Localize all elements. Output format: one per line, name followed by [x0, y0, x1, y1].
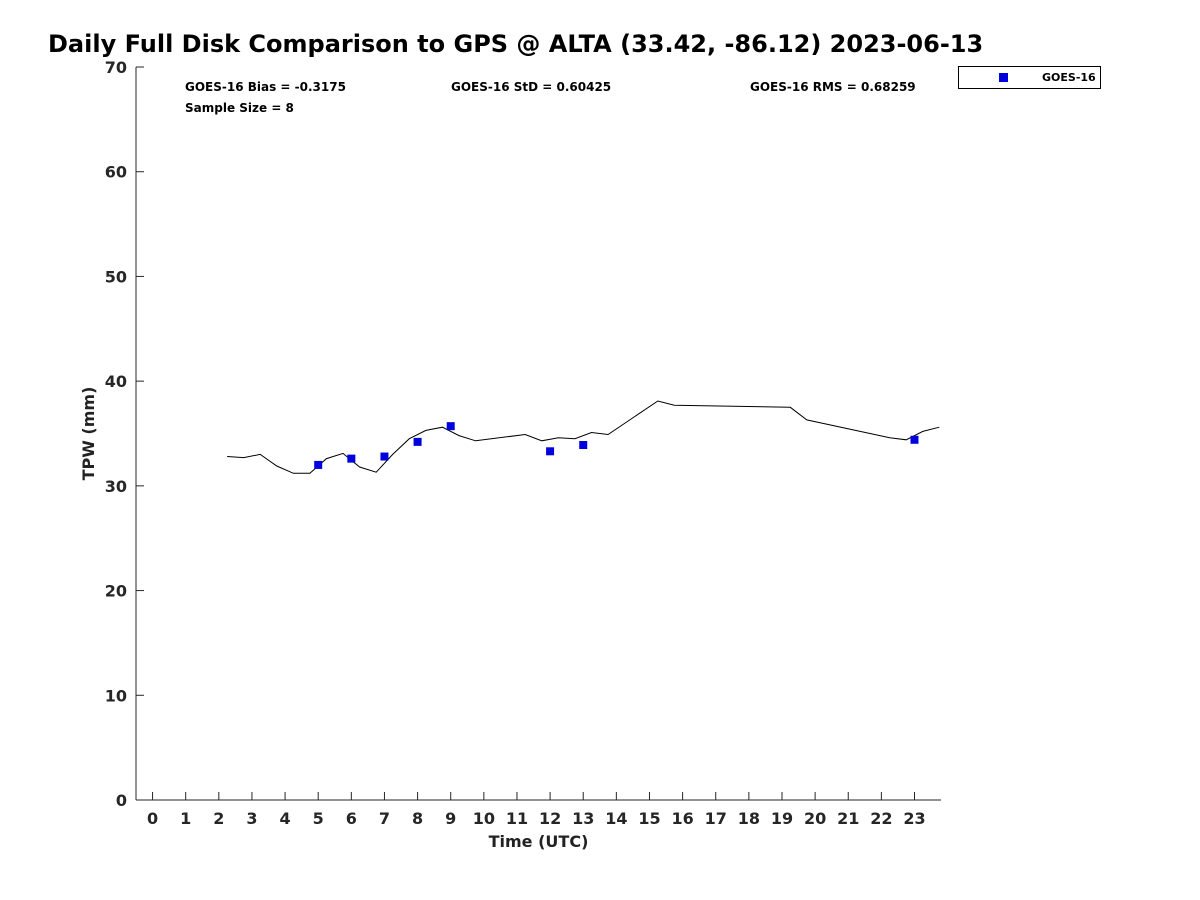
x-tick-label: 17 — [705, 809, 727, 828]
x-tick-label: 18 — [738, 809, 760, 828]
goes16-point — [910, 435, 919, 444]
x-tick-label: 20 — [804, 809, 826, 828]
x-tick-label: 23 — [903, 809, 925, 828]
bias-stat: GOES-16 Bias = -0.3175 — [185, 80, 346, 94]
x-tick-label: 22 — [870, 809, 892, 828]
y-axis-label: TPW (mm) — [79, 387, 98, 481]
x-tick-label: 13 — [572, 809, 594, 828]
x-axis-label: Time (UTC) — [489, 832, 589, 851]
chart-title: Daily Full Disk Comparison to GPS @ ALTA… — [48, 30, 984, 58]
x-tick-label: 12 — [539, 809, 561, 828]
x-tick-label: 21 — [837, 809, 859, 828]
x-tick-label: 7 — [379, 809, 390, 828]
x-tick-label: 15 — [638, 809, 660, 828]
legend: GOES-16 — [958, 66, 1101, 89]
x-tick-label: 2 — [213, 809, 224, 828]
rms-stat: GOES-16 RMS = 0.68259 — [750, 80, 916, 94]
x-tick-label: 1 — [180, 809, 191, 828]
legend-label-goes16: GOES-16 — [1042, 71, 1096, 84]
y-tick-label: 10 — [105, 686, 127, 705]
goes16-point — [446, 422, 455, 431]
x-tick-label: 19 — [771, 809, 793, 828]
sample-size-stat: Sample Size = 8 — [185, 101, 294, 115]
x-tick-label: 16 — [671, 809, 693, 828]
std-stat: GOES-16 StD = 0.60425 — [451, 80, 612, 94]
y-tick-label: 0 — [116, 791, 127, 810]
goes16-point — [579, 441, 588, 450]
gps-tpw-line — [227, 400, 940, 474]
x-tick-label: 10 — [473, 809, 495, 828]
goes16-point — [314, 460, 323, 469]
goes16-point — [546, 447, 555, 456]
x-tick-label: 4 — [280, 809, 291, 828]
x-tick-label: 6 — [346, 809, 357, 828]
x-tick-label: 5 — [313, 809, 324, 828]
x-tick-label: 0 — [147, 809, 158, 828]
x-tick-label: 11 — [506, 809, 528, 828]
goes16-point — [413, 437, 422, 446]
x-tick-label: 14 — [605, 809, 627, 828]
x-tick-label: 3 — [246, 809, 257, 828]
x-tick-label: 8 — [412, 809, 423, 828]
y-tick-label: 70 — [105, 58, 127, 77]
legend-swatch-goes16 — [999, 73, 1008, 82]
goes16-point — [347, 454, 356, 463]
y-tick-label: 60 — [105, 163, 127, 182]
y-tick-label: 20 — [105, 582, 127, 601]
y-tick-label: 40 — [105, 372, 127, 391]
goes16-point — [380, 452, 389, 461]
y-tick-label: 50 — [105, 267, 127, 286]
x-tick-label: 9 — [445, 809, 456, 828]
y-tick-label: 30 — [105, 477, 127, 496]
